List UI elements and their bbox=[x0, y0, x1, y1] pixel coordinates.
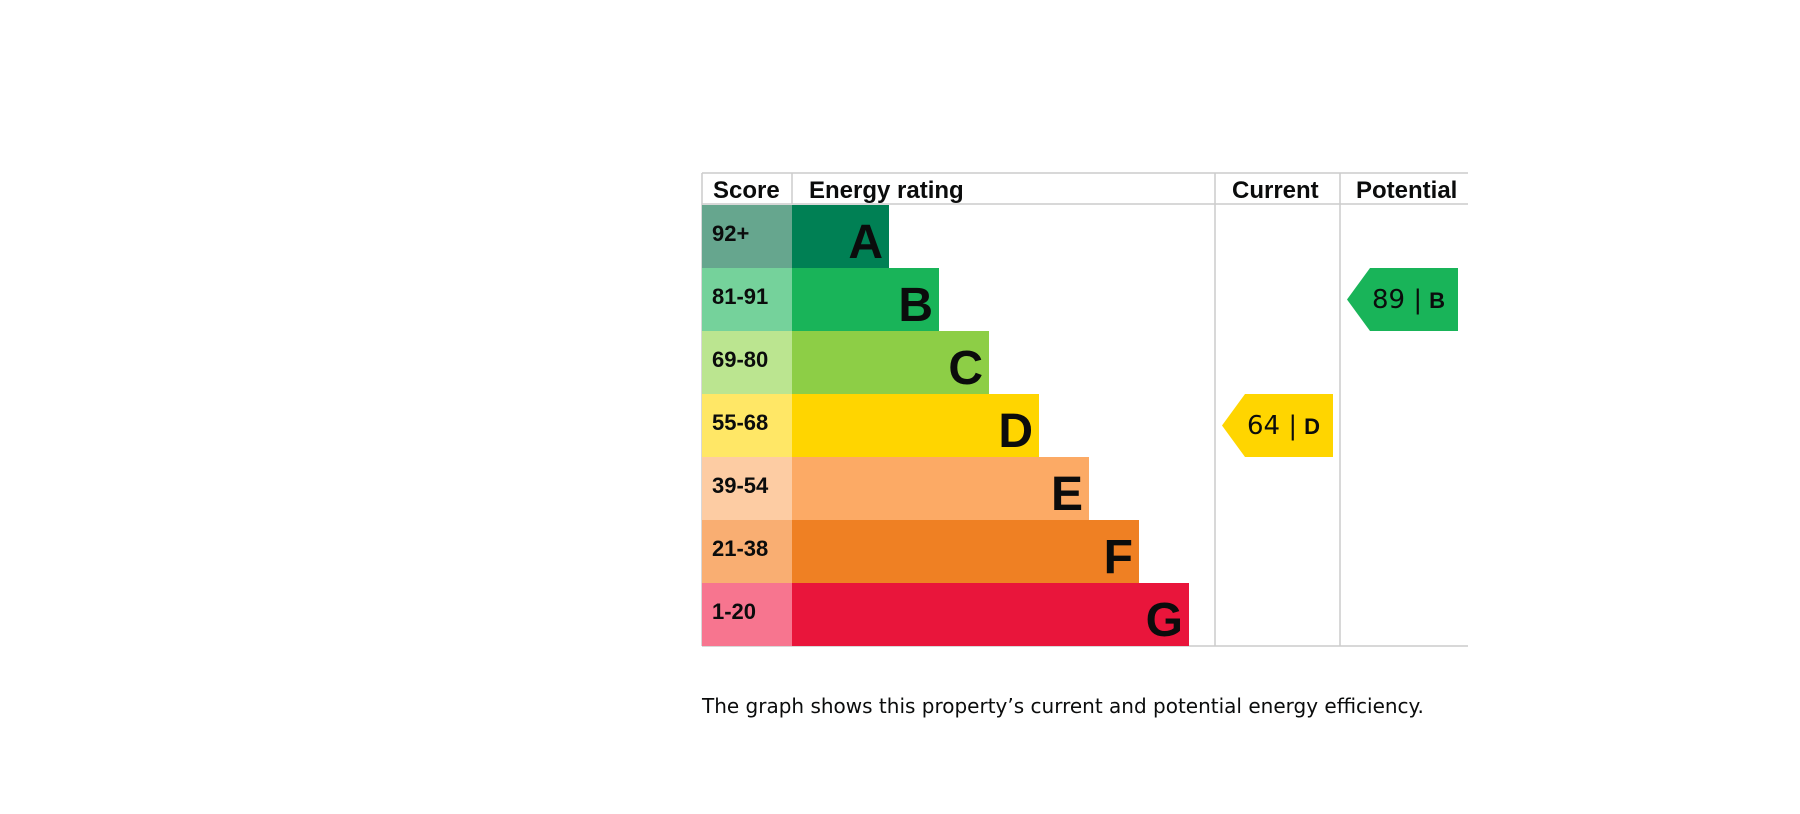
band-bar-d bbox=[792, 394, 1039, 457]
current-marker: 64 | D bbox=[1222, 394, 1333, 457]
score-cell-a bbox=[702, 205, 792, 268]
band-bar-f bbox=[792, 520, 1139, 583]
chart-caption: The graph shows this property’s current … bbox=[702, 694, 1424, 718]
band-letter-c: C bbox=[948, 342, 983, 395]
band-bar-g bbox=[792, 583, 1189, 646]
score-range-b: 81-91 bbox=[712, 284, 768, 309]
potential-marker: 89 | B bbox=[1347, 268, 1458, 331]
score-header: Score bbox=[713, 177, 780, 204]
score-cell-e bbox=[702, 457, 792, 520]
score-range-f: 21-38 bbox=[712, 536, 768, 561]
band-letter-e: E bbox=[1051, 468, 1083, 521]
score-cell-f bbox=[702, 520, 792, 583]
score-cell-g bbox=[702, 583, 792, 646]
potential-score-label: 89 | bbox=[1372, 285, 1422, 315]
current-rating-letter: D bbox=[1304, 414, 1320, 439]
score-range-e: 39-54 bbox=[712, 473, 769, 498]
energy-rating-header: Energy rating bbox=[809, 177, 964, 204]
band-letter-g: G bbox=[1146, 594, 1183, 647]
current-header: Current bbox=[1232, 177, 1319, 204]
current-score-label: 64 | bbox=[1247, 411, 1297, 441]
score-cell-d bbox=[702, 394, 792, 457]
current-marker-arrow bbox=[1222, 394, 1333, 457]
potential-rating-letter: B bbox=[1429, 288, 1445, 313]
score-range-c: 69-80 bbox=[712, 347, 768, 372]
band-bar-b bbox=[792, 268, 939, 331]
band-letter-f: F bbox=[1104, 531, 1133, 584]
rating-bands: 92+ A 81-91 B 69-80 C 55-68 D 39-54 E 21-38 F 1-20 G bbox=[702, 205, 1189, 647]
band-letter-b: B bbox=[898, 279, 933, 332]
band-bar-e bbox=[792, 457, 1089, 520]
score-range-d: 55-68 bbox=[712, 410, 768, 435]
score-cell-c bbox=[702, 331, 792, 394]
score-range-a: 92+ bbox=[712, 221, 749, 246]
band-bar-a bbox=[792, 205, 889, 268]
rating-markers: 64 | D 89 | B bbox=[1222, 268, 1458, 457]
band-letter-d: D bbox=[998, 405, 1033, 458]
potential-marker-arrow bbox=[1347, 268, 1458, 331]
score-cell-b bbox=[702, 268, 792, 331]
band-bar-c bbox=[792, 331, 989, 394]
potential-header: Potential bbox=[1356, 177, 1457, 204]
band-letter-a: A bbox=[848, 216, 883, 269]
score-range-g: 1-20 bbox=[712, 599, 756, 624]
